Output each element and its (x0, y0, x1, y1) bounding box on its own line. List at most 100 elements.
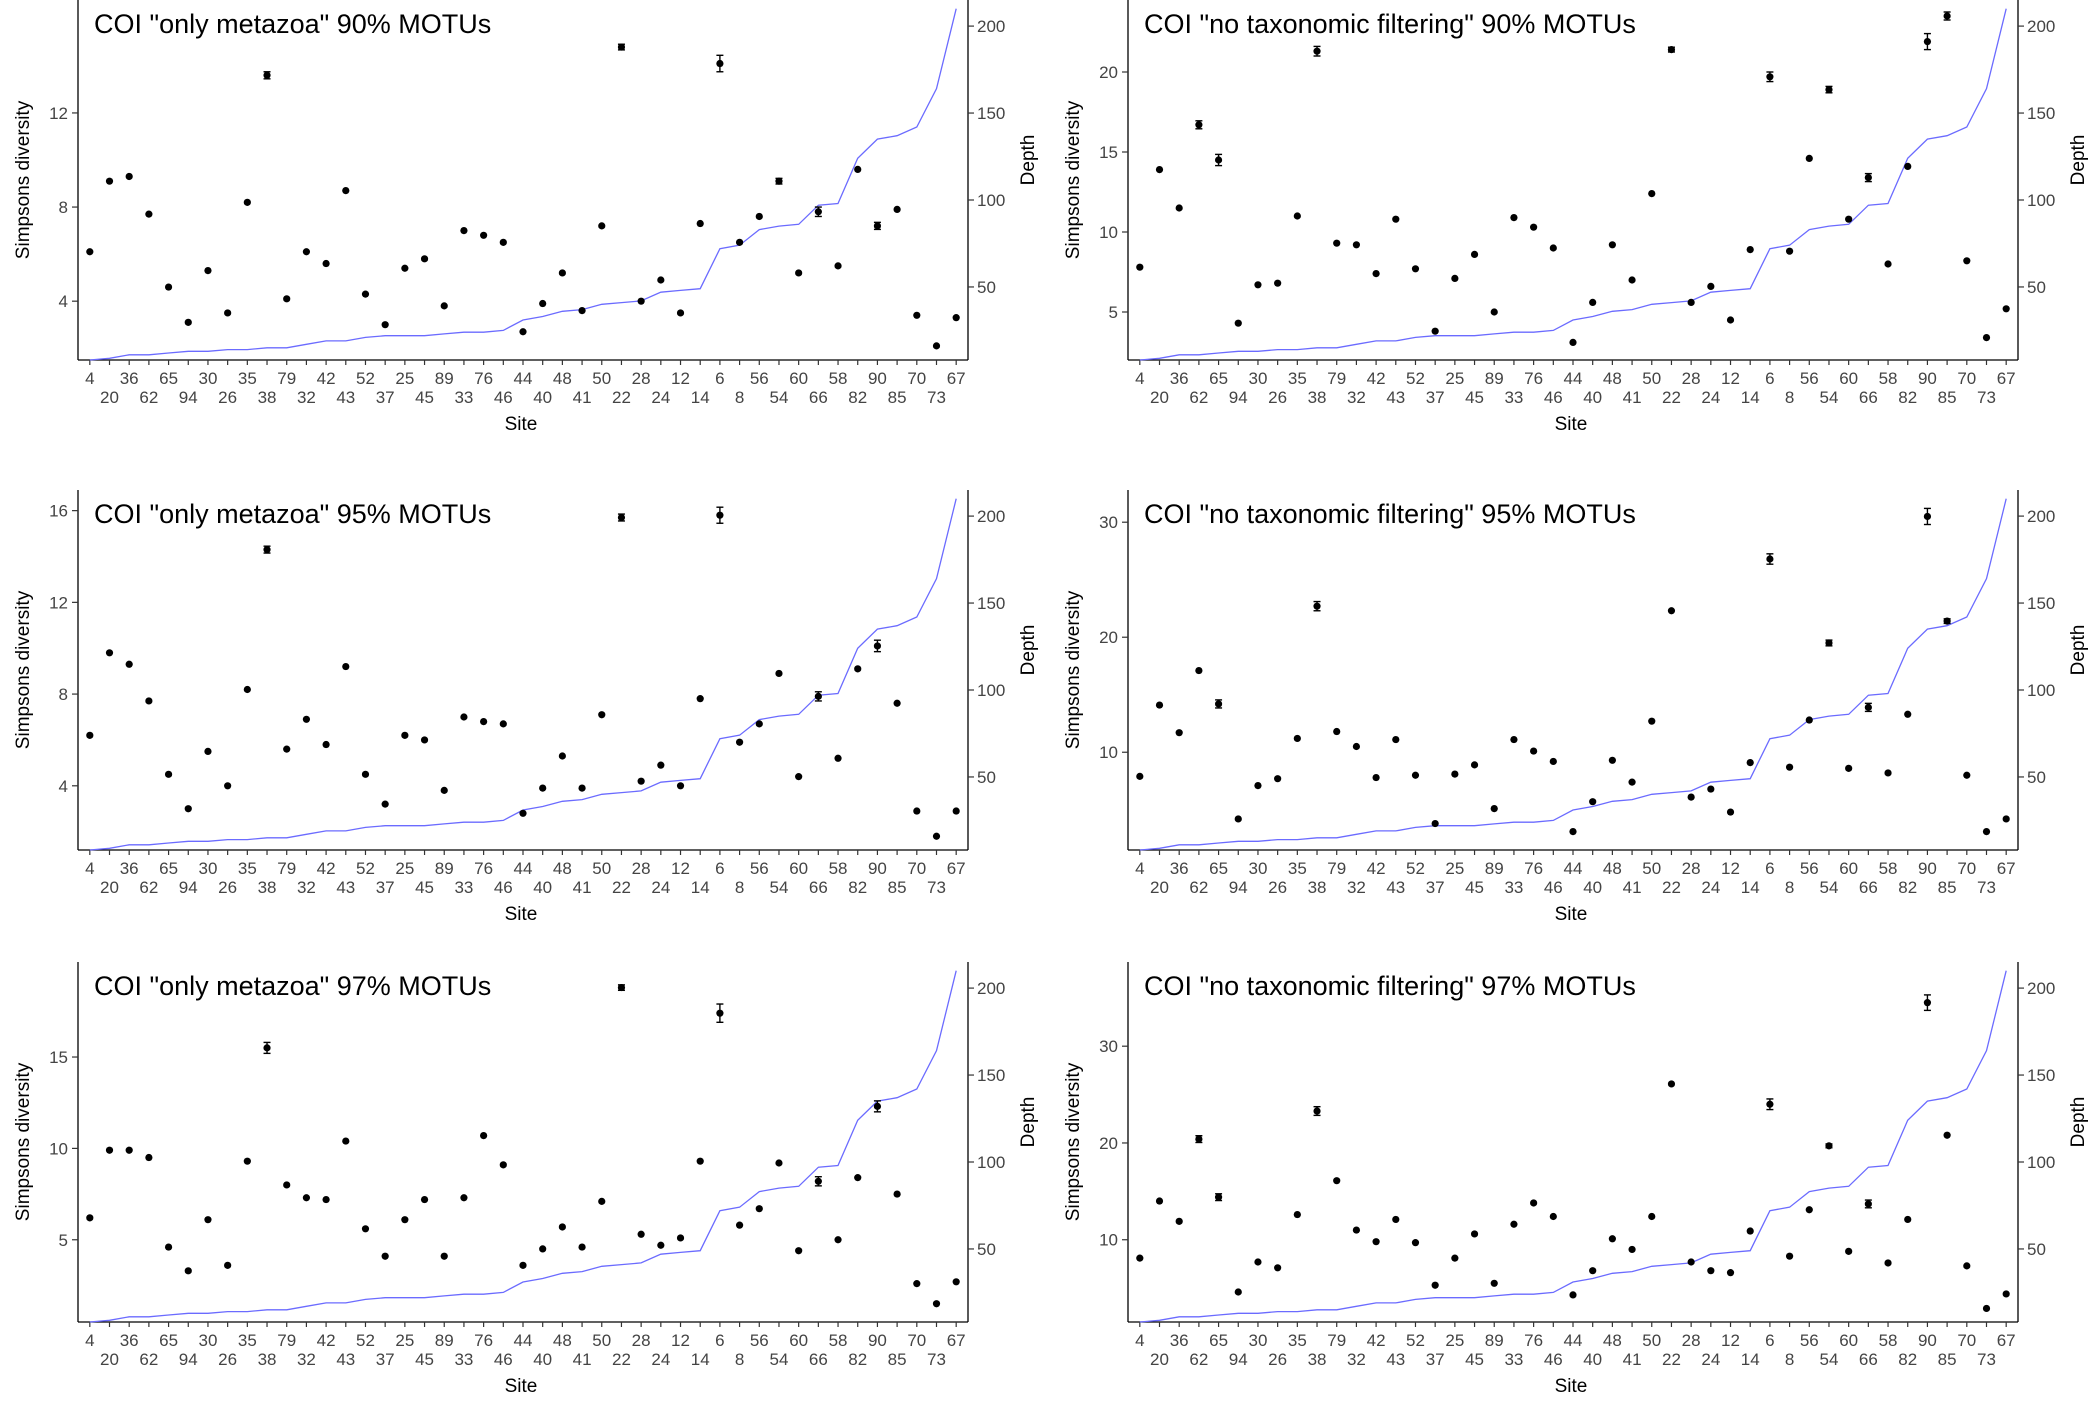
x-axis-title: Site (1555, 1376, 1588, 1397)
x-tick-label: 46 (494, 1350, 513, 1369)
x-axis-title: Site (505, 414, 538, 435)
diversity-point (1569, 827, 1577, 836)
diversity-point (578, 306, 586, 315)
diversity-point (204, 1216, 212, 1224)
diversity-point (1530, 1199, 1538, 1207)
x-tick-label: 43 (336, 878, 355, 897)
chart-panel-nofilter-95: 10 20 30 50 100 150 200 4 20 36 62 65 94 30 26 35 38 79 32… (1050, 490, 2091, 955)
x-tick-label: 50 (1642, 859, 1661, 878)
x-tick-label: 62 (1189, 1350, 1208, 1369)
x-tick-label: 46 (494, 388, 513, 407)
x-tick-label: 52 (1406, 1331, 1425, 1350)
diversity-point (814, 692, 822, 700)
diversity-point (1411, 265, 1420, 273)
x-tick-label: 36 (1170, 859, 1189, 878)
x-tick-label: 37 (1426, 878, 1445, 897)
diversity-point (499, 720, 507, 728)
x-tick-label: 6 (1765, 369, 1774, 388)
chart-panel-metazoa-97: 5 10 15 50 100 150 200 4 20 36 62 65 94 30 26 35 38 79 32 4… (0, 962, 1045, 1427)
diversity-point (755, 212, 763, 221)
y-tick-label: 30 (1099, 1037, 1118, 1056)
y2-tick-label: 100 (977, 681, 1005, 700)
x-tick-label: 43 (1386, 878, 1405, 897)
diversity-point (1982, 827, 1991, 836)
diversity-point (420, 736, 429, 744)
y-tick-label: 15 (49, 1048, 68, 1067)
x-tick-label: 28 (1682, 369, 1701, 388)
diversity-point (1707, 785, 1715, 793)
diversity-point (1234, 1288, 1242, 1296)
diversity-point (1746, 758, 1754, 767)
diversity-point (342, 186, 350, 195)
chart-title: COI "only metazoa" 97% MOTUs (94, 971, 491, 1001)
y-tick-label: 8 (59, 685, 68, 704)
diversity-point (1864, 703, 1872, 711)
x-tick-label: 62 (139, 1350, 158, 1369)
diversity-point (1943, 617, 1951, 625)
x-tick-label: 62 (139, 878, 158, 897)
diversity-point (539, 1245, 547, 1253)
x-tick-label: 25 (1445, 1331, 1464, 1350)
x-tick-label: 54 (1820, 1350, 1839, 1369)
diversity-point (480, 717, 488, 726)
x-tick-label: 35 (1288, 859, 1307, 878)
x-tick-label: 45 (1465, 1350, 1484, 1369)
diversity-point (735, 238, 744, 246)
diversity-point (735, 1221, 744, 1229)
depth-series-line (1139, 498, 2007, 851)
x-axis-title: Site (505, 904, 538, 925)
y-axis-title: Simpsons diversity (13, 590, 34, 749)
y2-tick-label: 150 (2027, 104, 2055, 123)
x-tick-label: 82 (1898, 878, 1917, 897)
x-tick-label: 14 (1741, 388, 1760, 407)
x-tick-label: 22 (612, 1350, 631, 1369)
x-tick-label: 38 (258, 878, 277, 897)
x-tick-label: 67 (947, 369, 966, 388)
x-tick-label: 79 (277, 1331, 296, 1350)
x-tick-label: 79 (1327, 859, 1346, 878)
x-tick-label: 30 (198, 859, 217, 878)
diversity-point (302, 248, 311, 256)
diversity-point (1352, 1226, 1361, 1234)
x-tick-label: 4 (1135, 859, 1144, 878)
diversity-point (283, 745, 291, 753)
x-tick-label: 94 (179, 1350, 198, 1369)
diversity-point (1530, 747, 1538, 755)
x-tick-label: 36 (1170, 369, 1189, 388)
x-tick-label: 82 (848, 1350, 867, 1369)
y-tick-label: 5 (1109, 303, 1118, 322)
x-tick-label: 33 (1504, 1350, 1523, 1369)
x-tick-label: 42 (317, 1331, 336, 1350)
diversity-point (1589, 1267, 1597, 1275)
x-tick-label: 12 (671, 1331, 690, 1350)
diversity-point (578, 1243, 586, 1251)
diversity-point (1923, 38, 1932, 46)
y-tick-label: 4 (59, 292, 68, 311)
y2-tick-label: 200 (2027, 979, 2055, 998)
x-tick-label: 62 (1189, 388, 1208, 407)
diversity-point (795, 773, 803, 781)
diversity-point (1904, 1215, 1912, 1224)
x-tick-label: 73 (927, 388, 946, 407)
x-tick-label: 48 (553, 859, 572, 878)
x-tick-label: 90 (868, 859, 887, 878)
x-tick-label: 20 (1150, 1350, 1169, 1369)
diversity-point (145, 697, 153, 705)
y2-tick-label: 100 (2027, 1153, 2055, 1172)
x-tick-label: 26 (1268, 388, 1287, 407)
chart-svg: 5101520501001502004203662659430263538793… (1063, 0, 2089, 435)
x-tick-label: 37 (376, 388, 395, 407)
x-tick-label: 58 (1879, 1331, 1898, 1350)
x-tick-label: 67 (1997, 859, 2016, 878)
diversity-point (460, 1194, 468, 1202)
diversity-point (716, 511, 724, 519)
diversity-point (1333, 1177, 1341, 1185)
x-tick-label: 26 (1268, 1350, 1287, 1369)
x-tick-label: 45 (415, 1350, 434, 1369)
diversity-point (755, 1205, 763, 1213)
diversity-point (578, 784, 586, 792)
diversity-point (1648, 190, 1656, 198)
diversity-point (1451, 274, 1459, 282)
x-tick-label: 40 (1583, 1350, 1602, 1369)
x-tick-label: 12 (1721, 859, 1740, 878)
